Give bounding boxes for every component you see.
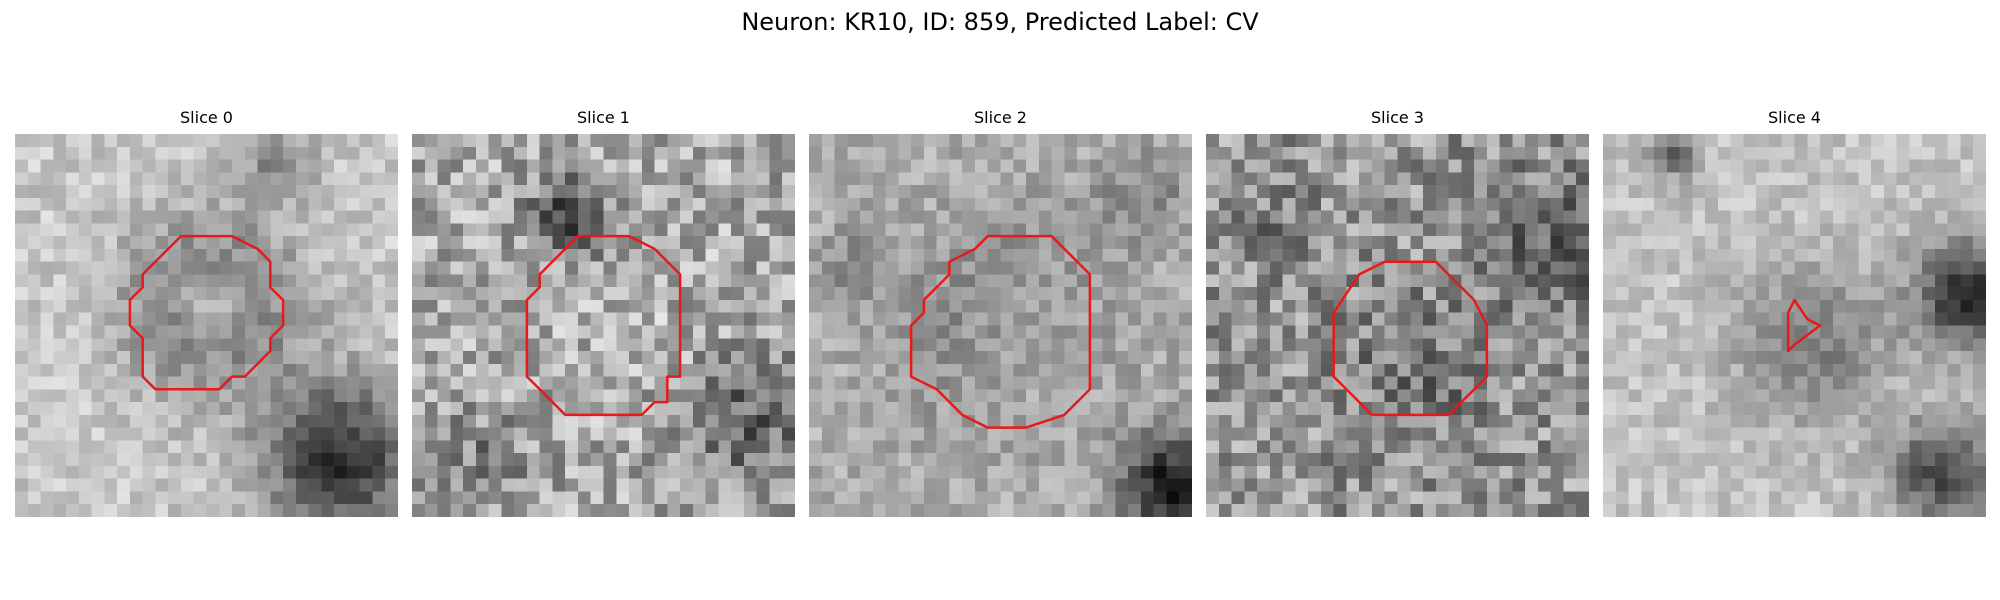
slice-title: Slice 3 bbox=[1371, 108, 1424, 127]
slice-title: Slice 2 bbox=[974, 108, 1027, 127]
pixel-grid bbox=[412, 134, 795, 517]
pixel-grid bbox=[809, 134, 1192, 517]
slice-title: Slice 1 bbox=[577, 108, 630, 127]
figure-title: Neuron: KR10, ID: 859, Predicted Label: … bbox=[741, 8, 1259, 36]
roi-contour bbox=[1332, 260, 1489, 417]
pixel-grid bbox=[1603, 134, 1986, 517]
roi-contour bbox=[909, 234, 1092, 429]
pixel-grid bbox=[15, 134, 398, 517]
slice-title: Slice 0 bbox=[180, 108, 233, 127]
roi-contour bbox=[128, 234, 285, 391]
slice-image bbox=[809, 134, 1192, 517]
slice-image bbox=[15, 134, 398, 517]
slice-image bbox=[412, 134, 795, 517]
slice-image bbox=[1206, 134, 1589, 517]
slice-title: Slice 4 bbox=[1768, 108, 1821, 127]
roi-contour bbox=[1786, 298, 1822, 353]
roi-contour bbox=[525, 234, 682, 417]
pixel-grid bbox=[1206, 134, 1589, 517]
slice-image bbox=[1603, 134, 1986, 517]
